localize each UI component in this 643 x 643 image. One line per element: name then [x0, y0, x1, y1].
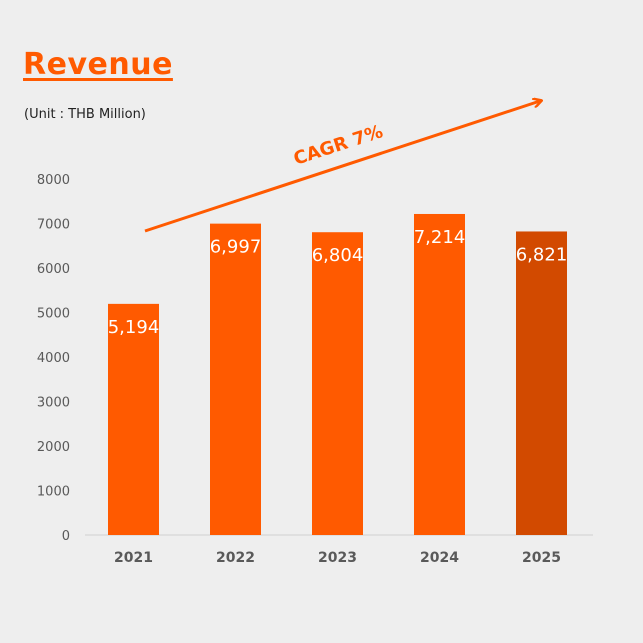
y-tick-label: 1000: [37, 485, 70, 500]
cagr-annotation: CAGR 7%: [291, 121, 386, 170]
data-label: 6,997: [210, 237, 262, 258]
x-tick-label: 2022: [216, 550, 255, 566]
data-label: 6,804: [312, 245, 364, 266]
data-label: 5,194: [108, 317, 160, 338]
bar-2024: [414, 213, 465, 536]
cagr-arrow: [144, 101, 540, 233]
y-tick-label: 0: [62, 529, 70, 544]
x-tick-label: 2021: [114, 550, 153, 566]
chart-title: Revenue: [23, 47, 173, 82]
bar-2023: [312, 232, 363, 536]
y-tick-label: 6000: [37, 262, 70, 277]
data-label: 6,821: [516, 244, 568, 265]
bar-2022: [210, 223, 261, 536]
y-tick-label: 2000: [37, 440, 70, 455]
x-tick-label: 2025: [522, 550, 561, 566]
y-tick-label: 3000: [37, 396, 70, 411]
y-tick-label: 7000: [37, 218, 70, 233]
y-tick-label: 5000: [37, 307, 70, 322]
y-tick-label: 8000: [37, 173, 70, 188]
chart-subtitle: (Unit : THB Million): [24, 107, 146, 122]
x-tick-label: 2023: [318, 550, 357, 566]
bar-2025: [516, 231, 567, 535]
bar-2021: [108, 303, 159, 535]
y-tick-label: 4000: [37, 351, 70, 366]
x-tick-label: 2024: [420, 550, 459, 566]
data-label: 7,214: [414, 227, 466, 248]
